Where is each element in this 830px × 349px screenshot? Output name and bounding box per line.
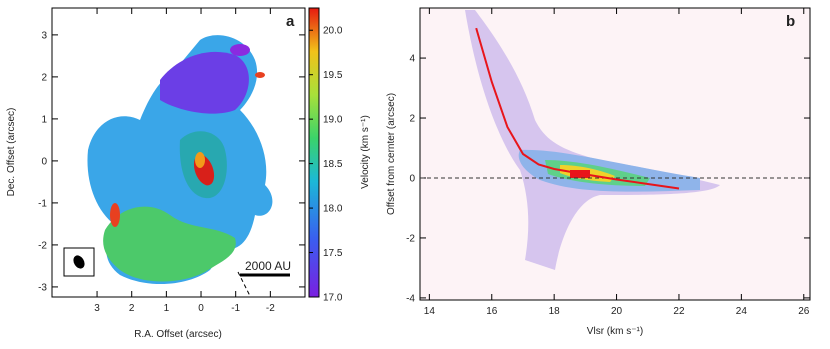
x-tick-label: 3 bbox=[94, 303, 100, 314]
beam bbox=[73, 255, 85, 269]
x-tick-label: 14 bbox=[424, 306, 436, 317]
panel-label: b bbox=[786, 13, 795, 30]
colorbar-tick-label: 18.5 bbox=[323, 159, 343, 170]
x-tick-label: 24 bbox=[736, 306, 748, 317]
x-tick-label: 20 bbox=[611, 306, 623, 317]
panel-label: a bbox=[286, 13, 295, 30]
y-tick-label: -1 bbox=[38, 198, 47, 209]
colorbar-tick-label: 17.0 bbox=[323, 293, 343, 304]
colorbar-tick-label: 17.5 bbox=[323, 248, 343, 259]
pv-map bbox=[420, 8, 810, 300]
y-tick-label: 0 bbox=[409, 173, 415, 184]
x-tick-label: -1 bbox=[231, 303, 240, 314]
x-axis-label: Vlsr (km s⁻¹) bbox=[587, 326, 643, 337]
x-tick-label: 1 bbox=[164, 303, 170, 314]
y-tick-label: 2 bbox=[41, 72, 47, 83]
y-axis-label: Offset from cernter (arcsec) bbox=[386, 93, 397, 215]
colorbar bbox=[308, 7, 320, 298]
colorbar-tick-label: 18.0 bbox=[323, 204, 343, 215]
colorbar-tick-label: 20.0 bbox=[323, 26, 343, 37]
y-tick-label: 3 bbox=[41, 30, 47, 41]
fit-curve bbox=[475, 27, 680, 190]
x-tick-label: 16 bbox=[486, 306, 498, 317]
y-tick-label: 2 bbox=[409, 114, 415, 125]
x-tick-label: -2 bbox=[266, 303, 275, 314]
x-tick-label: 18 bbox=[549, 306, 561, 317]
y-tick-label: -2 bbox=[406, 233, 415, 244]
colorbar-tick-label: 19.5 bbox=[323, 70, 343, 81]
y-tick-label: -2 bbox=[38, 240, 47, 251]
frame bbox=[51, 7, 306, 298]
y-tick-label: 0 bbox=[41, 156, 47, 167]
x-tick-label: 2 bbox=[129, 303, 135, 314]
y-axis-label: Dec. Offset (arcsec) bbox=[6, 108, 17, 197]
x-tick-label: 26 bbox=[798, 306, 810, 317]
frame bbox=[419, 7, 811, 301]
x-tick-label: 0 bbox=[198, 303, 204, 314]
colorbar-label: Velocity (km s⁻¹) bbox=[360, 115, 371, 189]
y-tick-label: -4 bbox=[406, 293, 415, 304]
x-axis-label: R.A. Offset (arcsec) bbox=[134, 329, 222, 340]
colorbar-tick-label: 19.0 bbox=[323, 115, 343, 126]
x-tick-label: 22 bbox=[673, 306, 685, 317]
y-tick-label: -3 bbox=[38, 282, 47, 293]
scale-bar-label: 2000 AU bbox=[245, 259, 291, 273]
y-tick-label: 1 bbox=[41, 114, 47, 125]
velocity-map bbox=[87, 35, 273, 297]
y-tick-label: 4 bbox=[409, 54, 415, 65]
